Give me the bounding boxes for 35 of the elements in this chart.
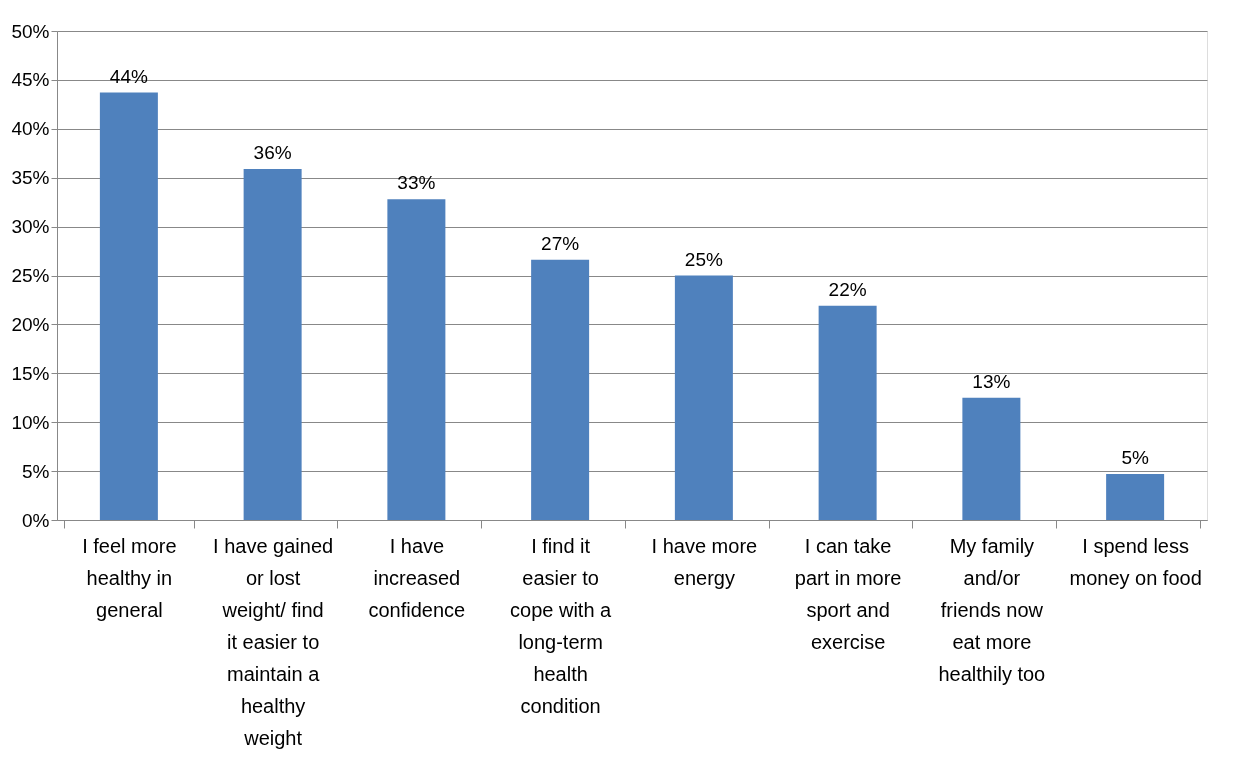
data-label: 22%	[828, 278, 867, 300]
bar	[674, 275, 733, 520]
data-label: 36%	[253, 141, 292, 163]
y-tick-label: 50%	[11, 20, 50, 42]
y-tick-label: 35%	[11, 167, 50, 189]
bar	[387, 199, 446, 520]
data-label: 44%	[109, 65, 148, 87]
bar	[818, 305, 877, 520]
y-tick-label: 20%	[11, 313, 50, 335]
x-tick-label: I spend less money on food	[1069, 534, 1202, 589]
x-tick-label: I have increased confidence	[368, 534, 466, 621]
x-tick-label: I feel more healthy in general	[82, 534, 177, 621]
x-tick-label: I find it easier to cope with a long-term health condition	[510, 534, 613, 717]
bar	[99, 92, 158, 520]
bar	[531, 259, 590, 520]
y-tick-label: 25%	[11, 265, 50, 286]
y-tick-label: 40%	[11, 118, 50, 140]
x-tick-label: I can take part in more sport and exercise	[794, 534, 902, 653]
bar	[962, 397, 1021, 520]
y-tick-label: 15%	[11, 362, 50, 384]
bar	[1106, 474, 1165, 520]
y-tick-label: 0%	[22, 509, 50, 531]
data-label: 27%	[541, 232, 580, 254]
y-tick-label: 5%	[22, 460, 50, 482]
x-tick-label: My family and/or friends now eat more healthily too	[938, 534, 1046, 685]
x-tick-label: I have more energy	[651, 534, 758, 589]
y-tick-label: 10%	[11, 411, 50, 433]
y-tick-label: 45%	[11, 69, 50, 91]
data-label: 13%	[972, 370, 1011, 392]
y-tick-label: 30%	[11, 216, 50, 238]
x-tick-label: I have gained or lost weight/ find it easier to maintain a healthy weight	[213, 534, 334, 749]
data-label: 5%	[1121, 447, 1149, 469]
bar	[243, 168, 302, 520]
data-label: 33%	[397, 172, 436, 194]
data-label: 25%	[684, 248, 723, 270]
